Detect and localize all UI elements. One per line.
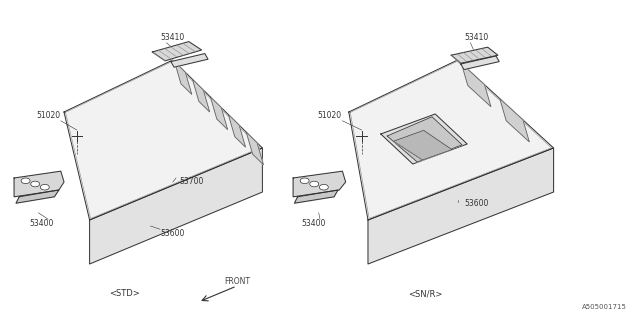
Polygon shape (90, 148, 262, 264)
Polygon shape (387, 117, 462, 162)
Text: 53600: 53600 (465, 199, 489, 209)
Polygon shape (193, 79, 210, 112)
Text: 53410: 53410 (465, 34, 489, 43)
Text: 51020: 51020 (317, 111, 342, 121)
Polygon shape (294, 190, 338, 203)
Polygon shape (152, 42, 202, 61)
Text: FRONT: FRONT (224, 277, 250, 286)
Circle shape (40, 184, 49, 190)
Polygon shape (211, 97, 228, 130)
Circle shape (31, 181, 40, 187)
Text: 53700: 53700 (180, 178, 204, 187)
Polygon shape (500, 99, 529, 142)
Polygon shape (451, 47, 498, 63)
Polygon shape (175, 62, 192, 94)
Polygon shape (293, 171, 346, 197)
Polygon shape (394, 130, 452, 160)
Text: 53400: 53400 (301, 220, 326, 228)
Text: A505001715: A505001715 (582, 304, 627, 310)
Text: 53410: 53410 (161, 34, 185, 43)
Polygon shape (246, 132, 264, 165)
Polygon shape (368, 148, 554, 264)
Polygon shape (14, 171, 64, 197)
Circle shape (21, 178, 30, 184)
Polygon shape (381, 114, 467, 164)
Polygon shape (171, 53, 208, 67)
Text: 51020: 51020 (36, 111, 60, 121)
Text: <SN/R>: <SN/R> (408, 290, 443, 299)
Circle shape (319, 184, 328, 190)
Text: 53400: 53400 (29, 220, 54, 228)
Text: <STD>: <STD> (109, 290, 140, 299)
Text: 53600: 53600 (161, 229, 185, 238)
Polygon shape (461, 64, 491, 107)
Polygon shape (64, 60, 262, 220)
Polygon shape (16, 190, 59, 203)
Polygon shape (228, 115, 246, 147)
Polygon shape (349, 60, 554, 220)
Circle shape (300, 178, 309, 184)
Circle shape (310, 181, 319, 187)
Polygon shape (461, 56, 499, 70)
